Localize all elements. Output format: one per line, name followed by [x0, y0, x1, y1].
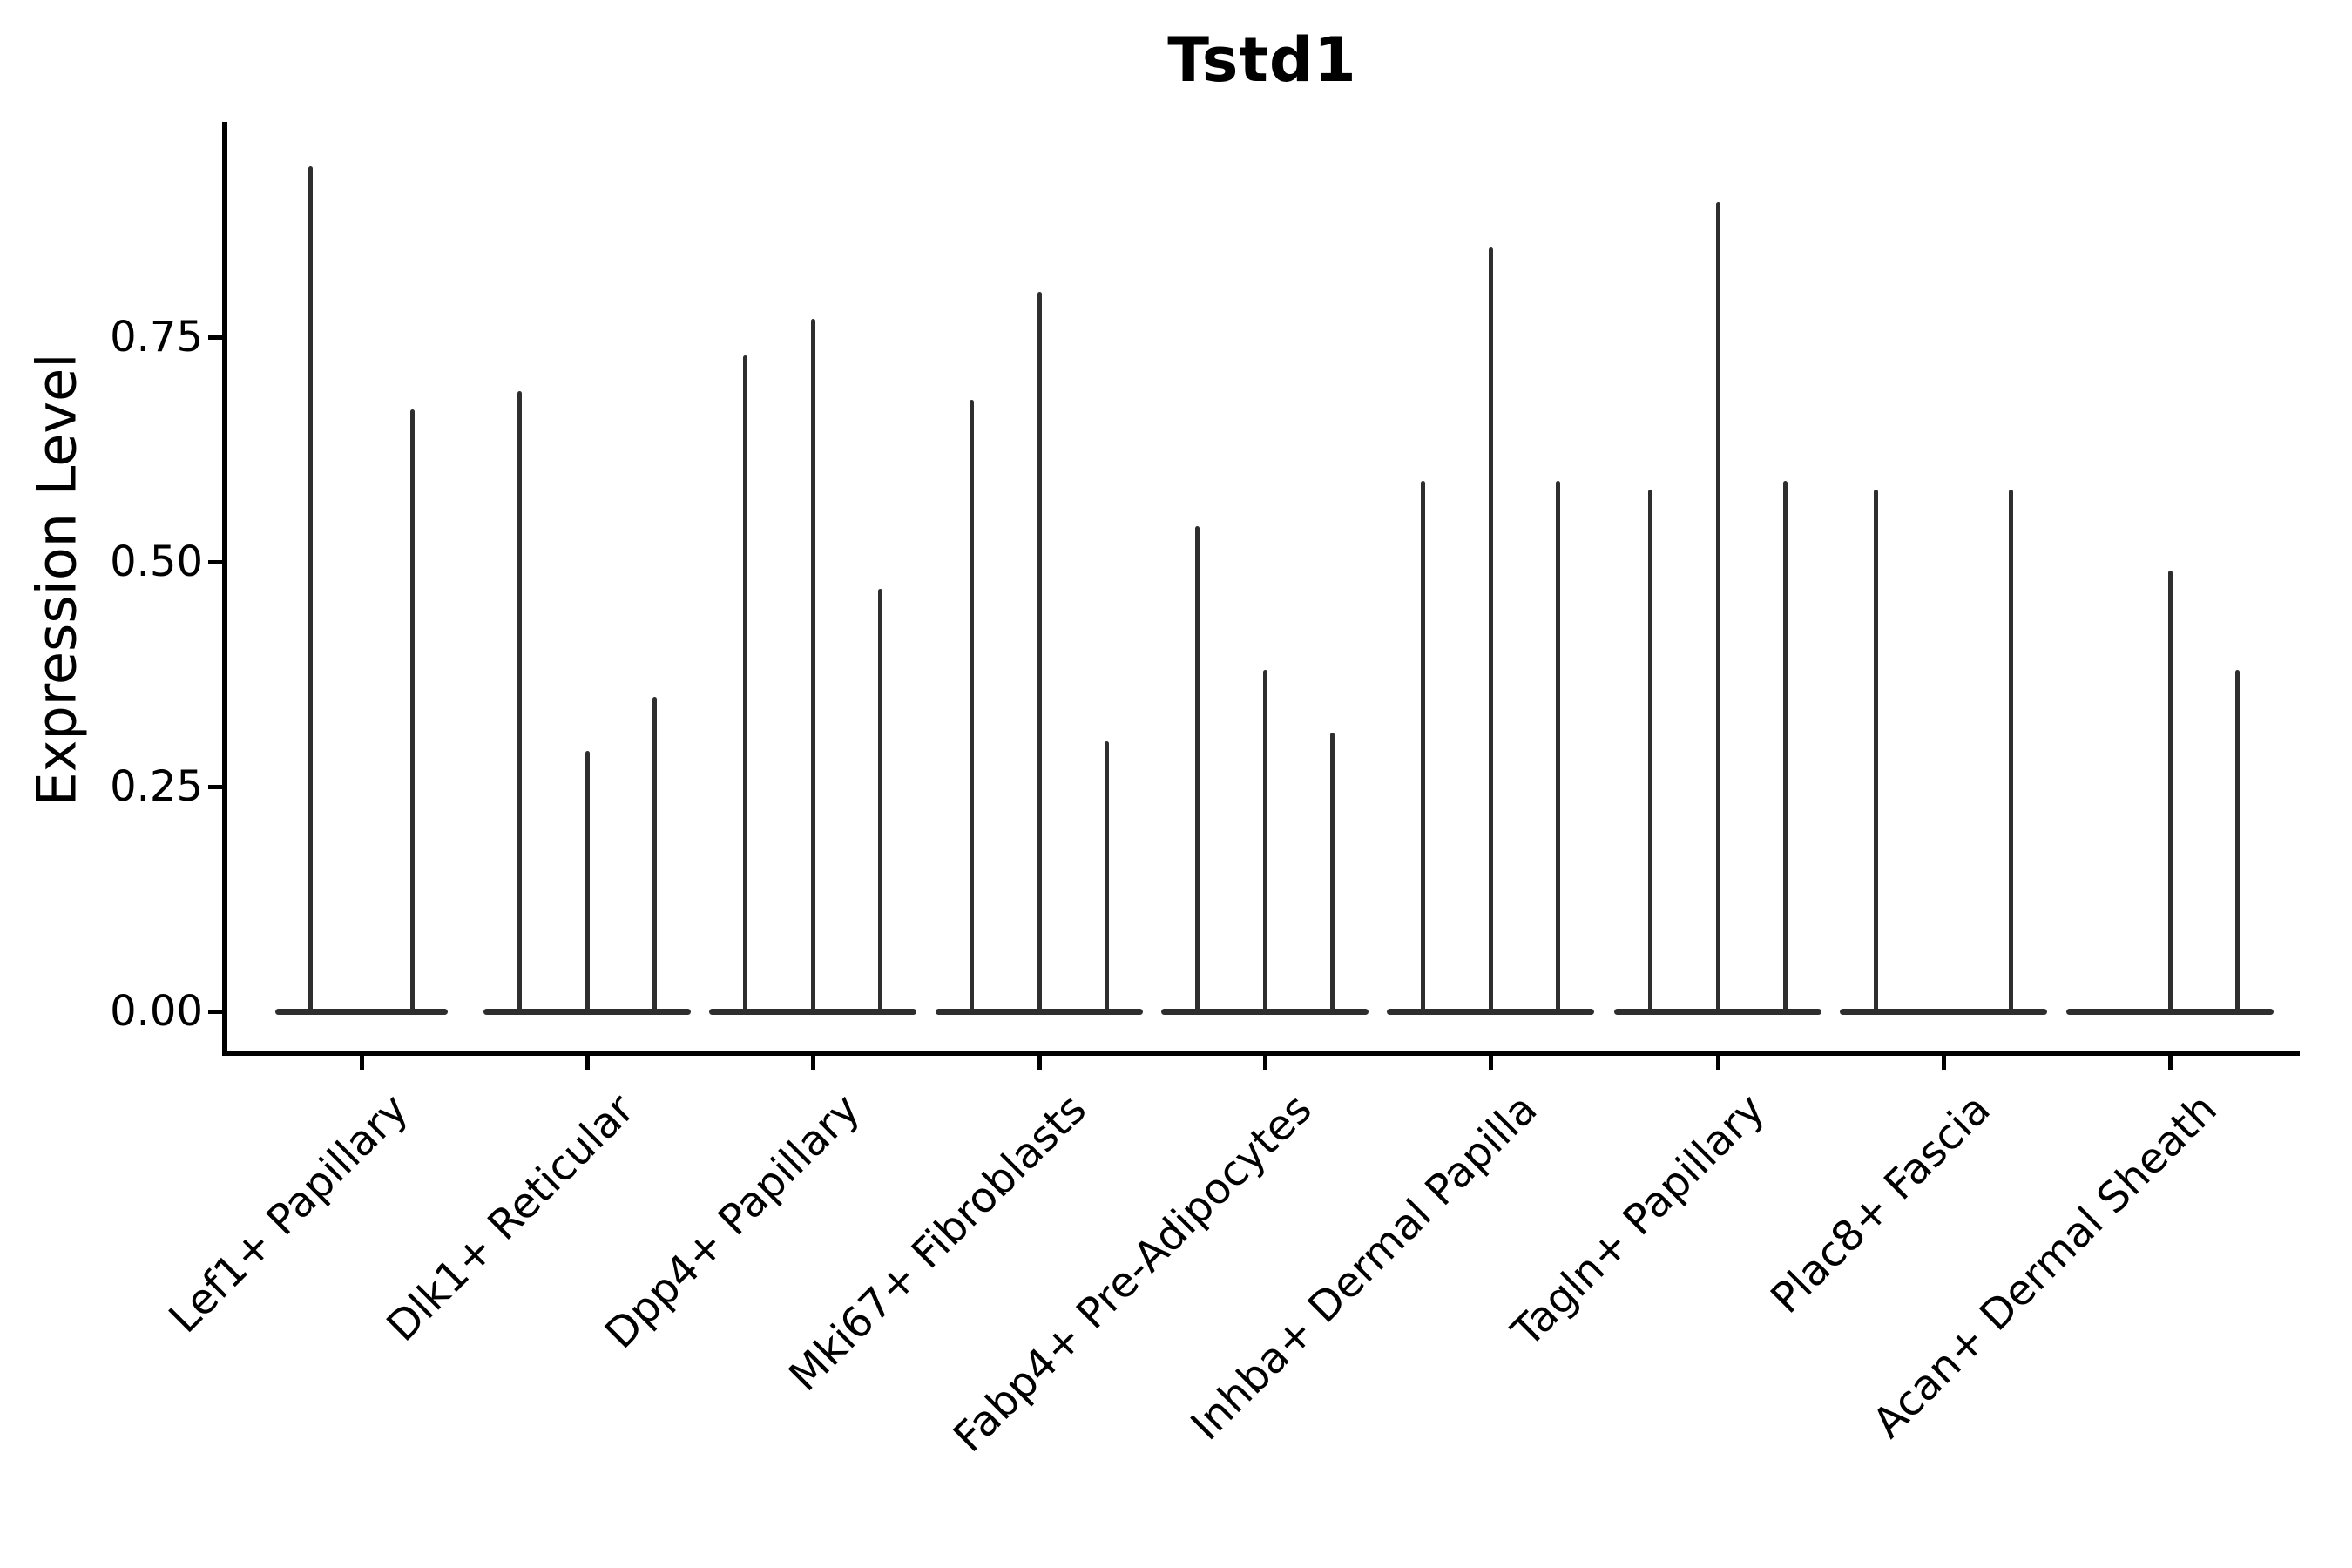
y-tick-mark: [208, 1009, 222, 1014]
violin-stem: [1715, 202, 1720, 1014]
y-tick-label: 0.25: [110, 762, 203, 811]
violin-stem: [1330, 733, 1335, 1014]
x-tick-mark: [359, 1056, 364, 1070]
violin-stem: [969, 400, 974, 1014]
x-tick-mark: [1262, 1056, 1267, 1070]
x-tick-mark: [1941, 1056, 1946, 1070]
chart-title: Tstd1: [1167, 24, 1357, 96]
y-tick-label: 0.00: [110, 987, 203, 1036]
y-axis-line: [222, 122, 227, 1056]
violin-stem: [1194, 525, 1200, 1014]
x-tick-label: Lef1+ Papillary: [159, 1085, 418, 1343]
violin-stem: [1105, 741, 1110, 1014]
violin-stem: [1556, 481, 1561, 1014]
x-tick-label: Dpp4+ Papillary: [595, 1085, 869, 1359]
y-tick-mark: [208, 335, 222, 340]
x-tick-label: Tagln+ Papillary: [1503, 1085, 1774, 1356]
violin-stem: [2167, 571, 2173, 1014]
violin-stem: [517, 390, 522, 1014]
x-axis-line: [222, 1051, 2300, 1056]
violin-stem: [1037, 292, 1042, 1014]
x-tick-mark: [585, 1056, 590, 1070]
x-tick-mark: [2167, 1056, 2173, 1070]
y-tick-label: 0.50: [110, 537, 203, 586]
violin-stem: [2235, 669, 2240, 1014]
violin-stem: [409, 409, 415, 1014]
violin-stem: [1873, 490, 1878, 1014]
violin-base: [1840, 1008, 2047, 1015]
y-tick-mark: [208, 559, 222, 564]
y-tick-label: 0.75: [110, 313, 203, 362]
violin-stem: [742, 355, 747, 1014]
x-tick-mark: [1715, 1056, 1720, 1070]
x-tick-label: Dlk1+ Reticular: [377, 1085, 644, 1351]
violin-stem: [1647, 490, 1652, 1014]
violin-stem: [585, 750, 590, 1014]
violin-stem: [308, 166, 314, 1014]
y-tick-mark: [208, 784, 222, 789]
violin-stem: [1783, 481, 1788, 1014]
violin-stem: [1488, 247, 1493, 1014]
violin-stem: [1420, 481, 1425, 1014]
violin-stem: [1262, 669, 1267, 1014]
violin-base: [275, 1008, 448, 1015]
x-tick-mark: [1037, 1056, 1042, 1070]
x-tick-mark: [810, 1056, 815, 1070]
violin-stem: [878, 588, 883, 1014]
x-tick-label: Plac8+ Fascia: [1761, 1085, 2000, 1323]
violin-stem: [2009, 490, 2014, 1014]
violin-stem: [652, 696, 658, 1014]
x-tick-mark: [1488, 1056, 1493, 1070]
violin-stem: [810, 319, 815, 1014]
